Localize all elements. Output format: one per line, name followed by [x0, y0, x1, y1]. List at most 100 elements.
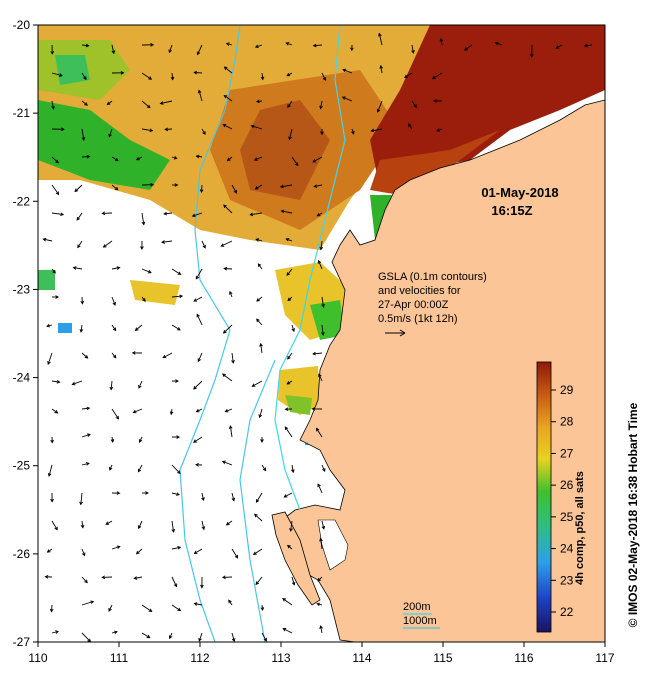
velocity-arrow: [192, 212, 203, 217]
velocity-arrowhead: [175, 379, 179, 383]
velocity-arrow: [81, 462, 90, 466]
velocity-arrow: [251, 125, 263, 130]
velocity-arrowhead: [254, 44, 259, 49]
velocity-arrowhead: [250, 124, 255, 129]
y-tick-label: -25: [13, 459, 31, 473]
velocity-arrowhead: [116, 491, 121, 495]
velocity-arrowhead: [200, 584, 204, 589]
velocity-arrow: [195, 268, 203, 280]
velocity-arrow: [288, 128, 293, 140]
velocity-arrow: [201, 520, 205, 530]
velocity-arrowhead: [321, 332, 325, 336]
velocity-arrow: [261, 632, 267, 642]
velocity-arrowhead: [316, 213, 321, 217]
velocity-arrowhead: [431, 75, 436, 80]
velocity-arrow: [320, 538, 323, 550]
velocity-arrow: [81, 433, 91, 438]
velocity-arrowhead: [54, 410, 59, 414]
x-tick-label: 114: [352, 651, 371, 665]
velocity-arrow: [111, 352, 117, 359]
velocity-arrow: [255, 576, 263, 585]
velocity-arrowhead: [464, 47, 468, 51]
velocity-arrow: [160, 100, 173, 105]
velocity-arrow: [111, 44, 115, 54]
velocity-arrowhead: [282, 628, 287, 632]
velocity-arrowhead: [46, 549, 51, 553]
velocity-arrowhead: [197, 89, 202, 94]
velocity-arrowhead: [74, 188, 79, 193]
velocity-arrow: [162, 352, 173, 358]
velocity-arrowhead: [176, 327, 181, 331]
velocity-arrow: [313, 352, 323, 355]
velocity-arrowhead: [150, 182, 155, 187]
velocity-arrow: [81, 576, 88, 583]
velocity-arrowhead: [222, 124, 227, 128]
velocity-arrowhead: [319, 105, 323, 110]
velocity-arrow: [282, 628, 293, 634]
isobath-1000m-inner: [239, 359, 276, 642]
velocity-arrow: [256, 296, 263, 302]
velocity-arrowhead: [287, 355, 291, 360]
velocity-arrow: [222, 460, 233, 466]
velocity-arrowhead: [55, 295, 60, 299]
velocity-arrowhead: [81, 136, 86, 141]
velocity-arrow: [404, 72, 413, 78]
velocity-arrow: [169, 632, 173, 639]
velocity-arrow: [321, 72, 326, 81]
velocity-arrowhead: [115, 415, 120, 420]
velocity-arrow: [201, 492, 204, 501]
velocity-arrowhead: [148, 76, 153, 80]
velocity-arrowhead: [176, 435, 181, 439]
velocity-arrow: [255, 184, 263, 190]
velocity-arrow: [411, 44, 414, 54]
velocity-arrowhead: [202, 244, 206, 249]
velocity-arrowhead: [316, 602, 321, 607]
sst-field: [38, 25, 605, 556]
velocity-arrowhead: [168, 635, 173, 640]
velocity-arrowhead: [177, 545, 182, 550]
velocity-arrow: [171, 268, 181, 275]
velocity-arrowhead: [319, 246, 324, 251]
velocity-arrowhead: [342, 68, 347, 73]
velocity-arrow: [133, 408, 143, 413]
velocity-arrow: [254, 513, 263, 522]
velocity-arrow: [440, 38, 443, 46]
velocity-arrowhead: [494, 41, 499, 46]
velocity-arrowhead: [350, 47, 354, 52]
velocity-arrow: [80, 492, 83, 505]
velocity-arrowhead: [312, 159, 317, 163]
velocity-arrow: [318, 260, 323, 270]
velocity-arrowhead: [174, 183, 179, 187]
velocity-arrow: [252, 380, 263, 387]
shark-bay: [317, 519, 349, 571]
velocity-arrowhead: [376, 108, 381, 113]
velocity-arrowhead: [86, 154, 91, 159]
colorbar-label: 4h comp, p50, all sats: [574, 471, 586, 585]
velocity-arrowhead: [112, 327, 117, 332]
velocity-arrow: [221, 240, 233, 247]
velocity-arrow: [231, 492, 235, 501]
velocity-arrowhead: [282, 598, 286, 602]
colorbar-tick-label: 27: [560, 446, 574, 460]
velocity-arrowhead: [286, 272, 290, 276]
velocity-arrowhead: [279, 184, 284, 189]
velocity-arrowhead: [319, 537, 323, 542]
velocity-arrowhead: [251, 383, 256, 387]
velocity-arrow: [81, 44, 89, 47]
velocity-arrowhead: [321, 525, 326, 530]
velocity-arrowhead: [60, 212, 65, 217]
velocity-arrowhead: [163, 211, 168, 216]
velocity-arrowhead: [255, 99, 260, 104]
velocity-arrow: [224, 66, 233, 74]
velocity-arrowhead: [195, 462, 199, 467]
colorbar-ticks: 22 23 24 25 26 27 28 29: [551, 383, 574, 619]
velocity-arrowhead: [225, 521, 230, 526]
velocity-arrowhead: [42, 237, 47, 242]
velocity-arrow: [229, 291, 233, 298]
velocity-arrow: [138, 380, 143, 389]
velocity-arrow: [47, 352, 53, 365]
velocity-arrow: [108, 128, 113, 137]
credit-label: © IMOS 02-May-2018 16:38 Hobart Time: [626, 402, 640, 627]
velocity-arrow: [318, 374, 323, 382]
velocity-arrow: [256, 318, 263, 326]
